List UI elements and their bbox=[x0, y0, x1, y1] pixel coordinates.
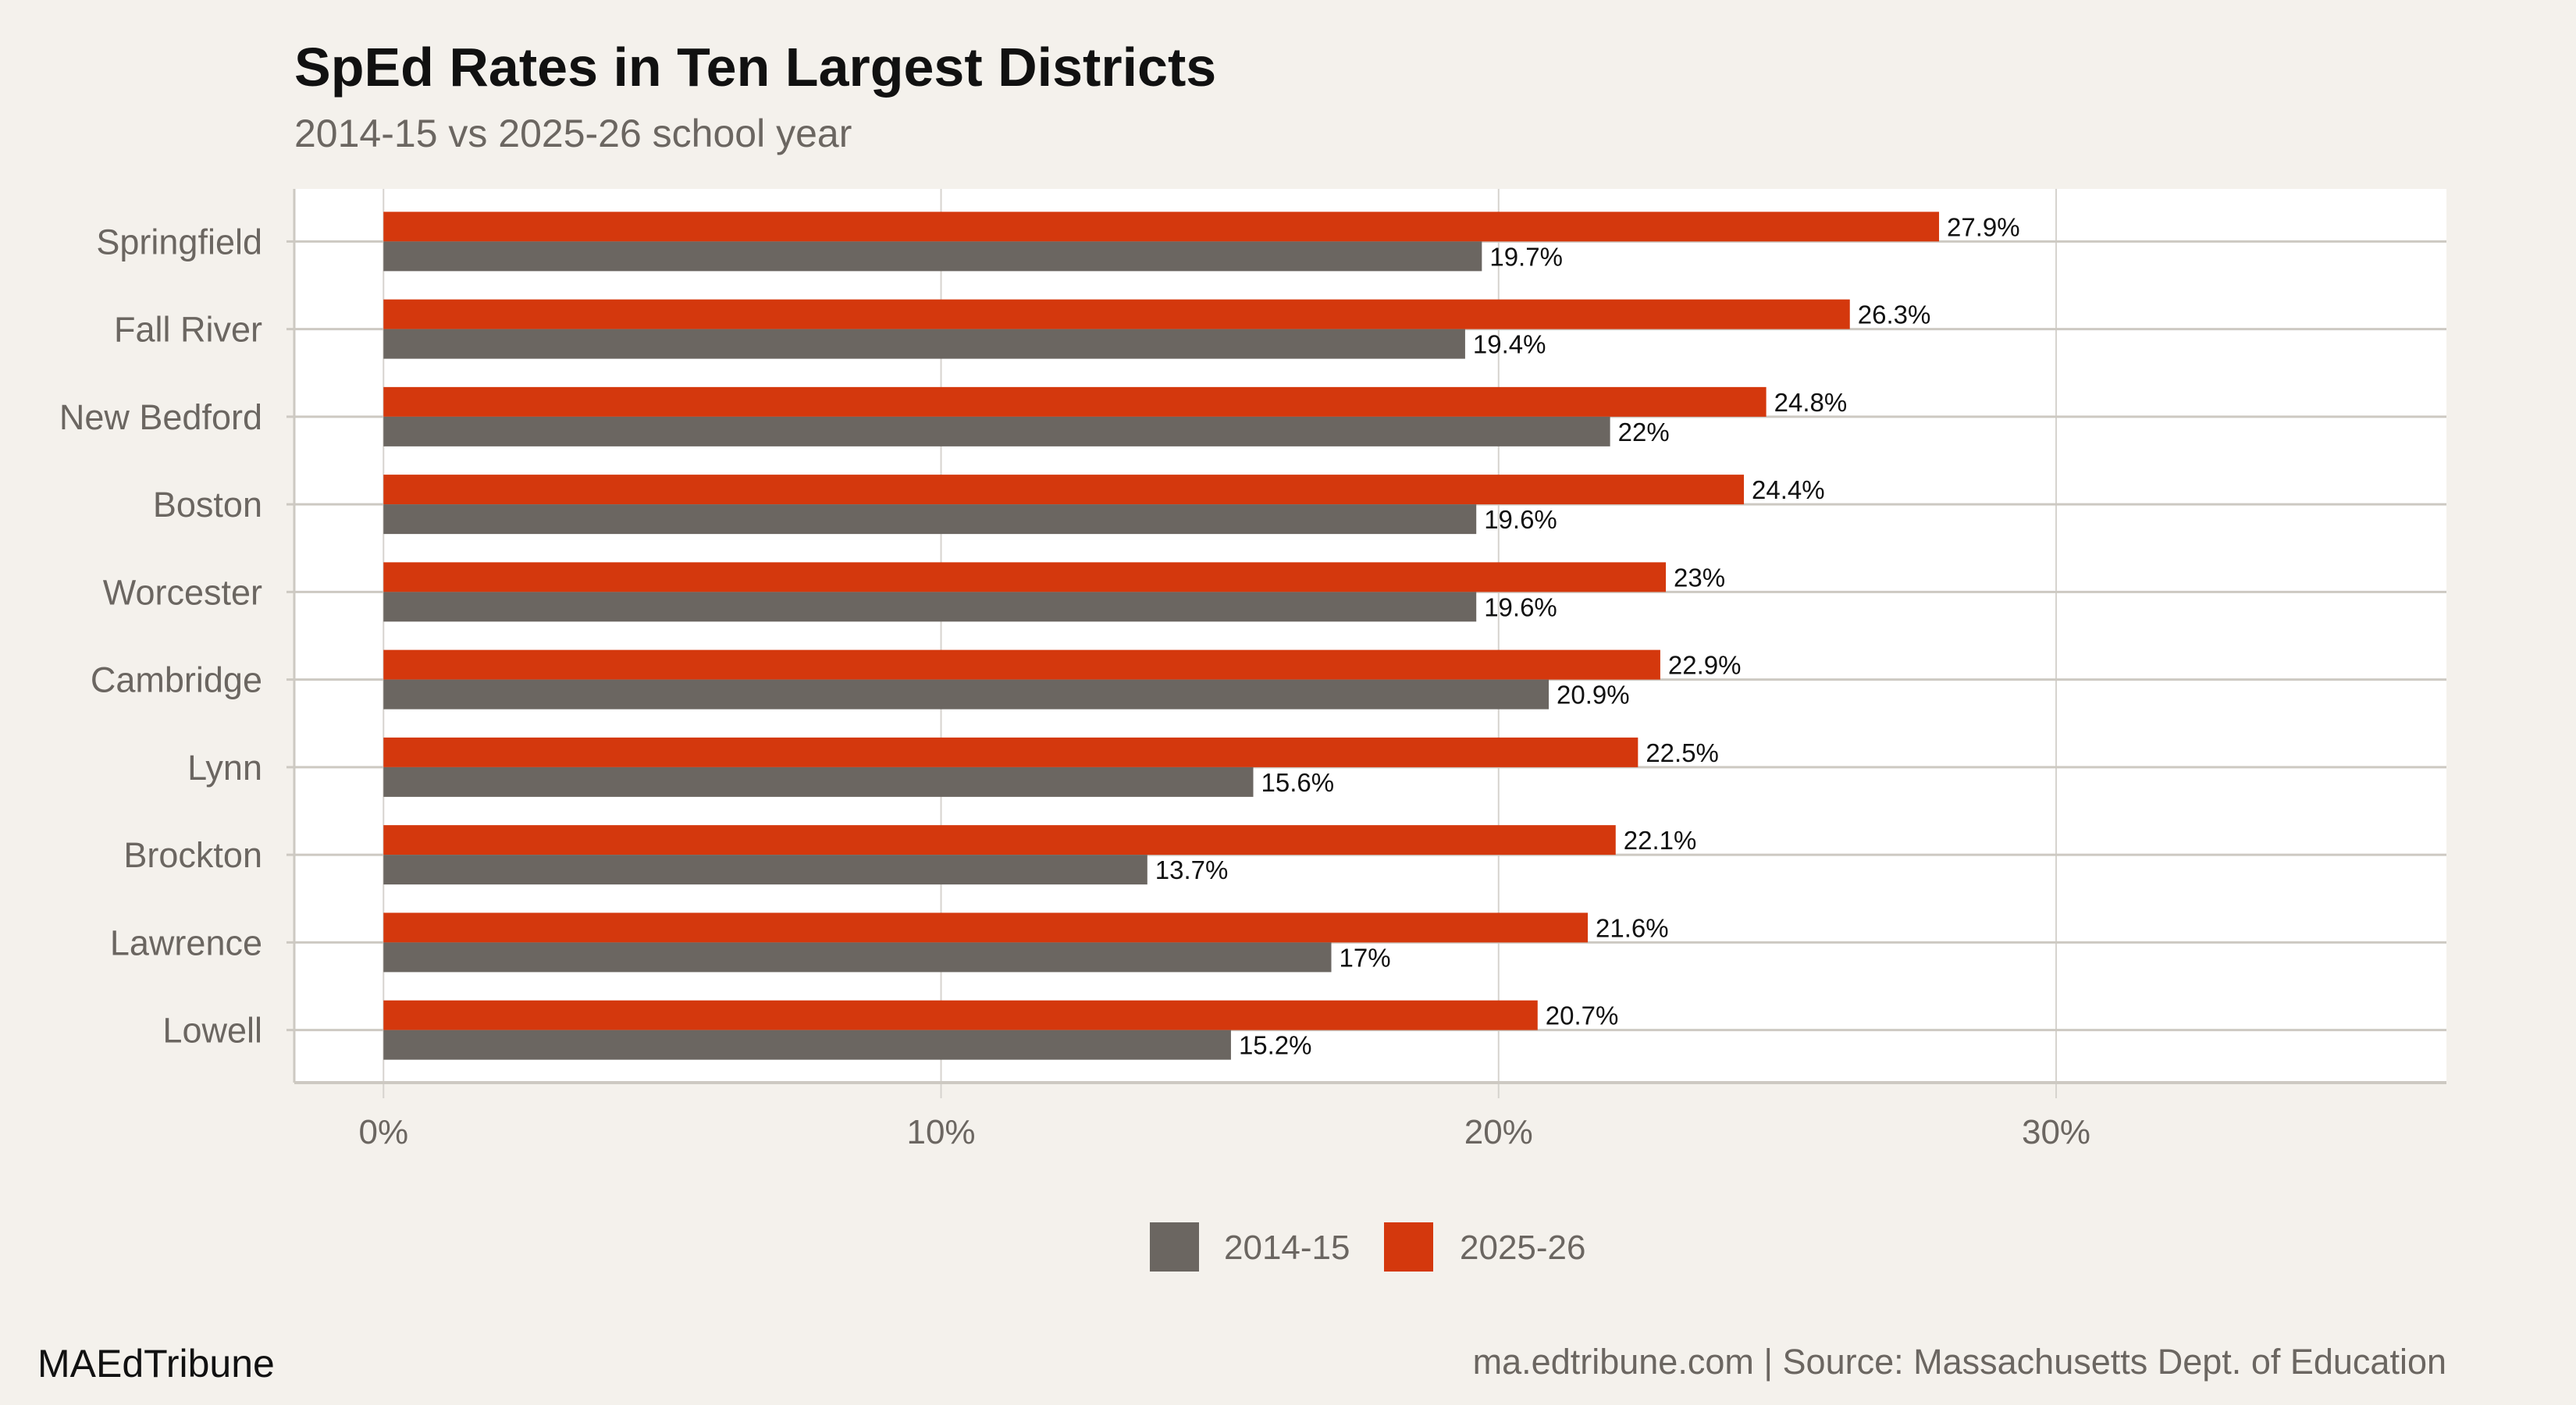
x-tick-label: 10% bbox=[906, 1113, 975, 1151]
x-tick-label: 0% bbox=[358, 1113, 408, 1151]
value-label: 15.6% bbox=[1261, 768, 1335, 797]
legend-label-2014-15: 2014-15 bbox=[1224, 1229, 1350, 1267]
legend-label-2025-26: 2025-26 bbox=[1460, 1229, 1585, 1267]
value-label: 22% bbox=[1618, 418, 1670, 446]
bars bbox=[383, 212, 1940, 1060]
bar-2025-26-worcester bbox=[383, 562, 1667, 592]
bar-2014-15-brockton bbox=[383, 855, 1147, 885]
bar-2014-15-lynn bbox=[383, 767, 1254, 797]
bar-2014-15-fall-river bbox=[383, 329, 1465, 359]
value-label: 27.9% bbox=[1947, 212, 2020, 241]
category-label: Lowell bbox=[162, 1011, 262, 1051]
bar-2025-26-lynn bbox=[383, 737, 1638, 767]
bar-2014-15-worcester bbox=[383, 592, 1477, 622]
category-label: Lawrence bbox=[110, 923, 262, 962]
category-label: Lynn bbox=[187, 748, 262, 788]
bar-2025-26-boston bbox=[383, 475, 1745, 505]
x-tick-label: 30% bbox=[2022, 1113, 2090, 1151]
source-credit: ma.edtribune.com | Source: Massachusetts… bbox=[1473, 1342, 2446, 1382]
x-tick-label: 20% bbox=[1464, 1113, 1533, 1151]
category-label: Brockton bbox=[123, 835, 262, 875]
legend: 2014-15 2025-26 bbox=[1150, 1222, 1585, 1272]
chart-title: SpEd Rates in Ten Largest Districts bbox=[294, 37, 1216, 98]
bar-2025-26-lowell bbox=[383, 1000, 1538, 1030]
value-label: 19.6% bbox=[1484, 505, 1557, 534]
brand-logo-text: MAEdTribune bbox=[37, 1342, 275, 1385]
bar-2025-26-fall-river bbox=[383, 299, 1850, 329]
bar-2025-26-cambridge bbox=[383, 649, 1660, 680]
category-label: New Bedford bbox=[59, 397, 262, 437]
value-label: 22.5% bbox=[1646, 738, 1719, 767]
value-label: 24.4% bbox=[1752, 475, 1825, 504]
bar-2025-26-new-bedford bbox=[383, 386, 1767, 417]
value-label: 21.6% bbox=[1596, 913, 1669, 942]
value-label: 13.7% bbox=[1155, 855, 1229, 884]
category-labels: Springfield Fall River New Bedford Boston Wo… bbox=[59, 222, 262, 1050]
bar-2014-15-boston bbox=[383, 504, 1477, 535]
category-label: Boston bbox=[153, 485, 262, 525]
value-label: 20.9% bbox=[1557, 681, 1630, 710]
value-label: 20.7% bbox=[1546, 1001, 1619, 1030]
bar-2014-15-springfield bbox=[383, 241, 1482, 272]
legend-swatch-2014-15 bbox=[1150, 1222, 1199, 1272]
category-label: Springfield bbox=[96, 222, 262, 261]
value-label: 26.3% bbox=[1858, 301, 1931, 329]
value-label: 22.9% bbox=[1668, 651, 1742, 680]
chart-subtitle: 2014-15 vs 2025-26 school year bbox=[294, 112, 852, 155]
x-axis-ticks: 0% 10% 20% 30% bbox=[358, 1113, 2090, 1151]
value-label: 19.7% bbox=[1489, 242, 1563, 271]
bar-2025-26-lawrence bbox=[383, 912, 1589, 943]
legend-swatch-2025-26 bbox=[1384, 1222, 1433, 1272]
value-label: 19.4% bbox=[1473, 330, 1546, 359]
value-label: 19.6% bbox=[1484, 592, 1557, 621]
category-label: Cambridge bbox=[91, 660, 262, 700]
value-label: 17% bbox=[1340, 943, 1391, 972]
value-labels: 27.9% 19.7% 26.3% 19.4% 24.8% 22% 24.4% 19.6% 23… bbox=[1155, 212, 2020, 1059]
bar-2014-15-cambridge bbox=[383, 679, 1550, 710]
bar-2014-15-lowell bbox=[383, 1030, 1231, 1060]
category-label: Worcester bbox=[103, 572, 262, 612]
bar-2014-15-lawrence bbox=[383, 942, 1332, 973]
category-label: Fall River bbox=[114, 310, 262, 350]
bar-2014-15-new-bedford bbox=[383, 416, 1610, 446]
value-label: 22.1% bbox=[1624, 826, 1697, 855]
value-label: 23% bbox=[1674, 563, 1725, 592]
bar-2025-26-springfield bbox=[383, 212, 1940, 242]
value-label: 15.2% bbox=[1239, 1031, 1312, 1060]
value-label: 24.8% bbox=[1774, 388, 1848, 417]
bar-2025-26-brockton bbox=[383, 825, 1616, 855]
